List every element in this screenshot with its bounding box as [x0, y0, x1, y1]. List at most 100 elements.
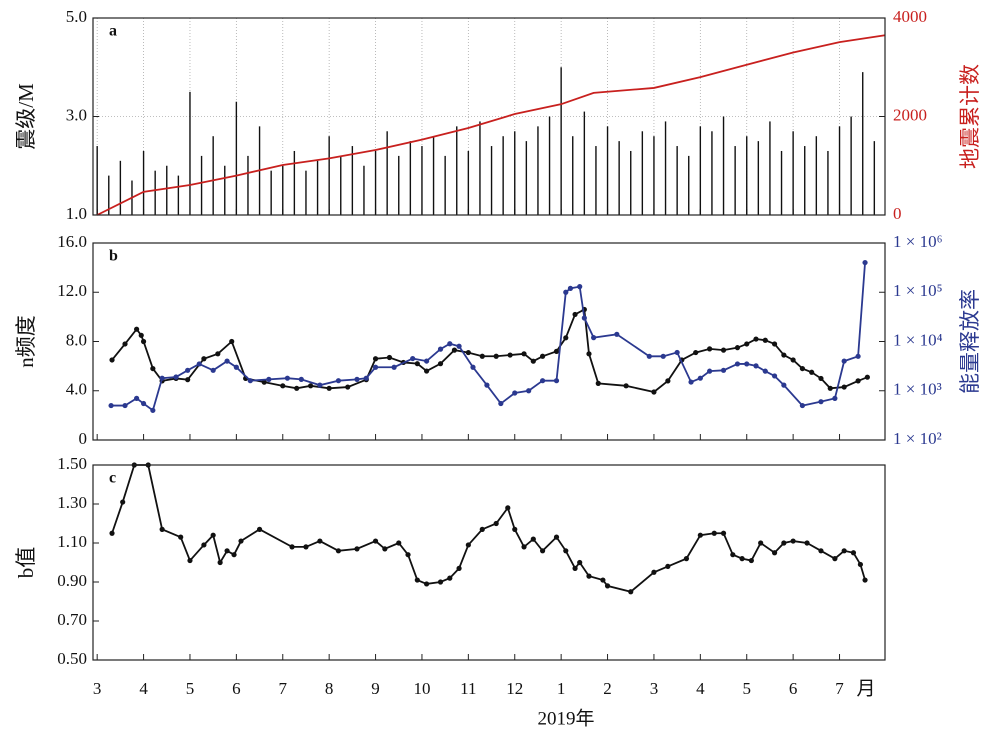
- plot-frame: [92, 242, 886, 441]
- point: [563, 289, 569, 295]
- point: [553, 378, 560, 384]
- point: [447, 341, 453, 347]
- point: [730, 552, 736, 558]
- point: [553, 534, 560, 540]
- point: [229, 338, 235, 345]
- point: [790, 538, 796, 544]
- x-tick-label: 7: [279, 679, 288, 698]
- y-tick-label: 3.0: [66, 105, 87, 124]
- point: [185, 377, 191, 383]
- point: [210, 367, 216, 373]
- point: [317, 538, 323, 544]
- point: [372, 364, 379, 370]
- x-unit-label: 月: [856, 678, 875, 699]
- point: [577, 284, 583, 290]
- point: [651, 569, 657, 575]
- point: [134, 395, 140, 401]
- point: [451, 347, 458, 353]
- x-tick-label: 2: [603, 679, 612, 698]
- point: [711, 530, 717, 536]
- x-tick-label: 12: [506, 679, 523, 698]
- panel-label: a: [109, 23, 117, 40]
- point: [294, 385, 300, 391]
- y-tick-label: 0: [79, 429, 88, 448]
- line: [111, 308, 868, 393]
- point: [614, 331, 620, 337]
- point: [581, 315, 587, 321]
- point: [233, 364, 239, 370]
- point: [707, 346, 713, 352]
- point: [224, 358, 230, 364]
- point: [345, 384, 351, 390]
- point: [600, 577, 606, 583]
- y-tick-label: 8.0: [66, 330, 87, 349]
- point: [173, 374, 179, 380]
- y2-tick-label: 1 × 10⁵: [893, 281, 943, 300]
- point: [289, 544, 295, 550]
- x-tick-label: 9: [371, 679, 380, 698]
- point: [363, 375, 369, 381]
- point: [261, 379, 267, 385]
- point: [354, 376, 360, 383]
- point: [391, 364, 397, 370]
- x-tick-label: 6: [789, 679, 798, 698]
- y-axis-label: 震级/M: [14, 83, 38, 150]
- point: [827, 385, 833, 391]
- point: [479, 526, 485, 532]
- point: [572, 311, 578, 318]
- point: [326, 385, 332, 391]
- point: [753, 363, 759, 369]
- y-tick-label: 0.70: [57, 610, 87, 629]
- point: [109, 357, 115, 363]
- y-tick-label: 16.0: [57, 232, 87, 251]
- point: [437, 579, 444, 585]
- point: [567, 285, 574, 291]
- point: [586, 351, 592, 357]
- y2-tick-label: 1 × 10²: [893, 429, 942, 448]
- x-tick-label: 7: [835, 679, 844, 698]
- y2-tick-label: 4000: [893, 7, 927, 26]
- y2-tick-label: 2000: [893, 105, 927, 124]
- point: [651, 389, 657, 395]
- point: [739, 556, 745, 562]
- point: [586, 573, 592, 579]
- point: [818, 399, 824, 405]
- y-tick-label: 1.0: [66, 204, 87, 223]
- point: [507, 352, 513, 358]
- point: [623, 383, 629, 389]
- point: [372, 538, 379, 544]
- plot-frame: [92, 464, 886, 661]
- point: [563, 335, 569, 341]
- point: [646, 353, 652, 359]
- point: [201, 542, 207, 548]
- point: [539, 548, 546, 554]
- point: [753, 336, 759, 342]
- point: [660, 353, 666, 359]
- x-tick-label: 1: [557, 679, 566, 698]
- point: [159, 526, 165, 532]
- panel-label: c: [109, 470, 116, 487]
- point: [217, 559, 223, 566]
- point: [855, 378, 861, 384]
- point: [855, 353, 861, 359]
- y-tick-label: 12.0: [57, 281, 87, 300]
- point: [150, 365, 156, 372]
- point: [493, 520, 499, 527]
- point: [354, 546, 360, 552]
- point: [386, 354, 393, 361]
- point: [303, 544, 309, 550]
- point: [437, 361, 444, 367]
- point: [781, 352, 787, 358]
- point: [771, 550, 778, 556]
- point: [512, 390, 518, 396]
- point: [857, 561, 864, 568]
- point: [284, 375, 291, 381]
- point: [841, 384, 847, 390]
- point: [335, 378, 342, 384]
- point: [120, 499, 126, 505]
- point: [512, 526, 518, 532]
- point: [423, 358, 430, 364]
- x-tick-label: 5: [186, 679, 195, 698]
- x-tick-label: 11: [460, 679, 476, 698]
